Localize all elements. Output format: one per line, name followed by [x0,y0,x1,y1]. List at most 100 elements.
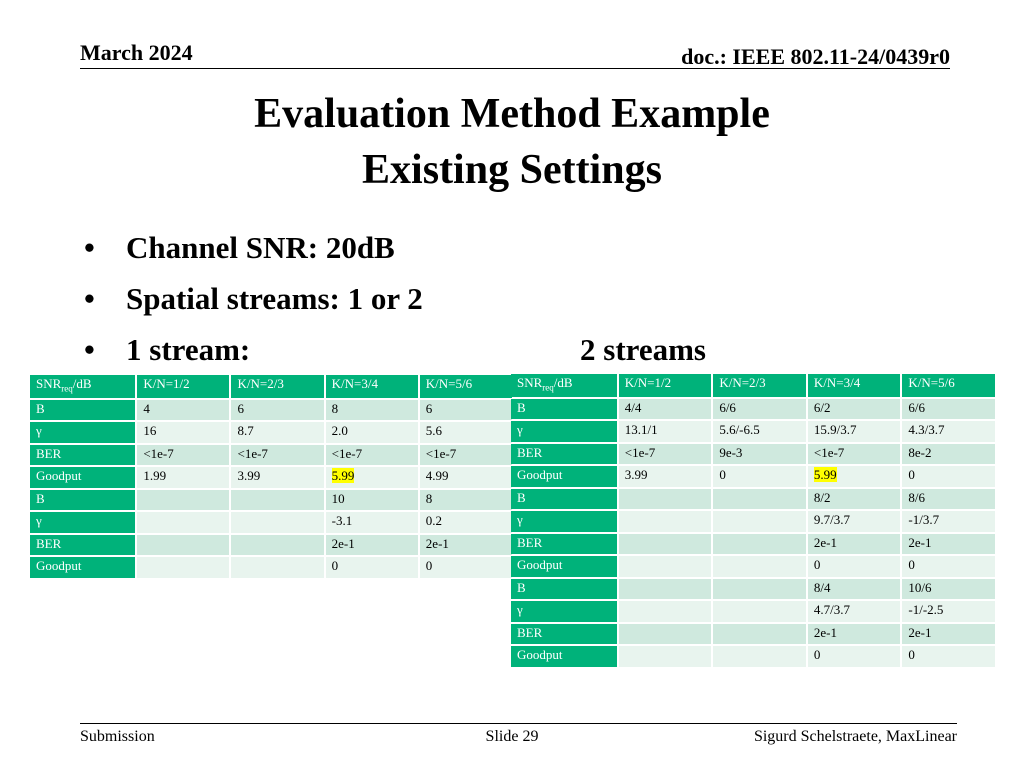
table-row: γ -3.1 0.2 [30,512,512,533]
bullet-text-2-streams: 2 streams [580,332,706,367]
table-cell: -3.1 [325,512,418,533]
header-cell-snr: SNRreq/dB [30,375,136,398]
bullet-item: • Spatial streams: 1 or 2 [84,273,423,324]
table-cell [618,488,712,510]
table-cell: 9.7/3.7 [807,511,901,532]
table-cell [231,534,324,556]
row-label: γ [30,512,136,533]
row-label: B [511,488,617,510]
table-1-stream: SNRreq/dB K/N=1/2 K/N=2/3 K/N=3/4 K/N=5/… [28,373,514,580]
row-label: BER [511,533,617,555]
table-cell: 2.0 [325,422,418,443]
table-cell: <1e-7 [325,444,418,466]
table-cell: 2e-1 [325,534,418,556]
table-cell [618,623,712,645]
header-cell: K/N=1/2 [618,374,712,397]
bullet-dot-icon: • [84,230,95,265]
table-cell: <1e-7 [618,443,712,465]
table-cell: 0 [325,557,418,578]
table-header-row: SNRreq/dB K/N=1/2 K/N=2/3 K/N=3/4 K/N=5/… [511,374,995,397]
row-label: BER [511,623,617,645]
header-date: March 2024 [80,40,193,65]
bullet-text: Spatial streams: 1 or 2 [126,281,423,316]
title-line-1: Evaluation Method Example [254,91,770,137]
bullet-dot-icon: • [84,281,95,316]
footer-author: Sigurd Schelstraete, MaxLinear [753,728,957,745]
table-cell: 0 [902,556,995,577]
table-cell [713,533,806,555]
table-row: γ 16 8.7 2.0 5.6 [30,422,512,443]
table-cell: 0 [902,646,995,667]
bullet-item: • Channel SNR: 20dB [84,222,423,273]
table-row: Goodput 0 0 [511,556,995,577]
table-cell: 4.3/3.7 [902,421,995,442]
table-cell: 2e-1 [902,623,995,645]
table-cell: 4.99 [419,467,512,488]
table-cell: 8/4 [807,578,901,600]
table-row: Goodput 1.99 3.99 5.99 4.99 [30,467,512,488]
table-cell [137,489,230,511]
table-row: BER 2e-1 2e-1 [511,533,995,555]
table-cell: -1/-2.5 [902,601,995,622]
header-cell: K/N=1/2 [137,375,230,398]
table-cell: <1e-7 [231,444,324,466]
row-label: γ [511,511,617,532]
row-label: Goodput [30,557,136,578]
highlighted-value: 5.99 [331,468,355,484]
row-label: BER [30,444,136,466]
table-cell [713,488,806,510]
table-cell: 8.7 [231,422,324,443]
table-cell: 4/4 [618,398,712,420]
table-cell [137,534,230,556]
table-row: B 8/4 10/6 [511,578,995,600]
bullet-item: • 1 stream: 2 streams [84,324,706,375]
table-cell: 5.6/-6.5 [713,421,806,442]
table-cell [713,646,806,667]
table-cell [618,511,712,532]
table-cell: 0.2 [419,512,512,533]
table-row: BER 2e-1 2e-1 [511,623,995,645]
table-row: Goodput 0 0 [30,557,512,578]
bullet-dot-icon: • [84,332,95,367]
table-cell: <1e-7 [137,444,230,466]
table-cell: 6/2 [807,398,901,420]
title-line-2: Existing Settings [362,147,662,193]
table-header-row: SNRreq/dB K/N=1/2 K/N=2/3 K/N=3/4 K/N=5/… [30,375,512,398]
table-row: B 8/2 8/6 [511,488,995,510]
table-row: Goodput 3.99 0 5.99 0 [511,466,995,487]
table-cell: 2e-1 [807,623,901,645]
table-cell: 0 [902,466,995,487]
table-cell: 0 [807,646,901,667]
table-row: Goodput 0 0 [511,646,995,667]
table-cell: 4 [137,399,230,421]
table-cell: -1/3.7 [902,511,995,532]
highlighted-value: 5.99 [813,467,837,483]
table-cell: 5.99 [325,467,418,488]
header-cell: K/N=5/6 [419,375,512,398]
row-label: Goodput [511,556,617,577]
bullet-text: 1 stream: [126,332,251,367]
table-cell: 2e-1 [807,533,901,555]
table-cell: 10/6 [902,578,995,600]
table-cell: 1.99 [137,467,230,488]
table-cell: 8/2 [807,488,901,510]
table-cell: 8 [419,489,512,511]
row-label: Goodput [511,646,617,667]
table-row: B 4 6 8 6 [30,399,512,421]
row-label: γ [30,422,136,443]
table-cell: 6 [231,399,324,421]
table-cell [618,601,712,622]
table-row: BER 2e-1 2e-1 [30,534,512,556]
table-cell: <1e-7 [807,443,901,465]
row-label: Goodput [30,467,136,488]
table-cell: 13.1/1 [618,421,712,442]
table-cell: 10 [325,489,418,511]
table-cell: 4.7/3.7 [807,601,901,622]
row-label: Goodput [511,466,617,487]
table-cell [137,512,230,533]
table-cell: 5.6 [419,422,512,443]
header-cell: K/N=3/4 [325,375,418,398]
table-cell [713,601,806,622]
table-cell [137,557,230,578]
row-label: γ [511,601,617,622]
